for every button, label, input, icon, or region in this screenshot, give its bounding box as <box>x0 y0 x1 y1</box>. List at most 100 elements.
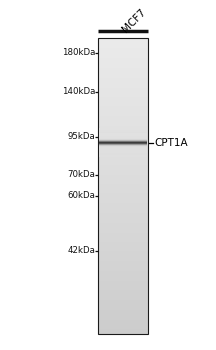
Bar <box>98 137 148 138</box>
Bar <box>98 244 148 245</box>
Bar <box>98 142 148 143</box>
Bar <box>98 220 148 221</box>
Bar <box>98 222 148 223</box>
Bar <box>98 98 148 99</box>
Bar <box>98 170 148 172</box>
Text: 95kDa: 95kDa <box>67 132 95 141</box>
Bar <box>98 105 148 106</box>
Bar <box>98 206 148 207</box>
Bar <box>98 177 148 178</box>
Bar <box>98 216 148 217</box>
Bar <box>98 268 148 269</box>
Bar <box>98 292 148 293</box>
Bar <box>98 181 148 182</box>
Bar <box>98 77 148 78</box>
Bar <box>98 221 148 222</box>
Bar <box>98 326 148 327</box>
Bar <box>98 72 148 73</box>
Bar <box>98 284 148 285</box>
Bar <box>98 310 148 311</box>
Bar <box>98 173 148 174</box>
Bar <box>98 125 148 126</box>
Bar <box>98 104 148 105</box>
Bar <box>98 59 148 60</box>
Bar <box>98 138 148 139</box>
Bar <box>98 331 148 332</box>
Bar <box>98 56 148 57</box>
Bar <box>98 175 148 176</box>
Bar <box>98 178 148 180</box>
Bar <box>98 219 148 220</box>
Bar <box>98 79 148 80</box>
Bar <box>98 108 148 110</box>
Bar <box>98 147 148 148</box>
Bar <box>98 64 148 65</box>
Bar <box>98 103 148 104</box>
Bar <box>98 180 148 181</box>
Bar <box>98 281 148 282</box>
Bar <box>98 262 148 263</box>
Bar <box>98 191 148 192</box>
Bar <box>98 270 148 271</box>
Bar <box>98 225 148 226</box>
Bar <box>98 195 148 196</box>
Bar <box>98 112 148 113</box>
Bar <box>98 246 148 247</box>
Bar <box>98 233 148 234</box>
Bar <box>98 124 148 125</box>
Bar <box>98 201 148 202</box>
Text: 180kDa: 180kDa <box>62 49 95 57</box>
Text: 42kDa: 42kDa <box>67 246 95 255</box>
Bar <box>98 113 148 114</box>
Bar <box>98 301 148 302</box>
Bar <box>98 258 148 259</box>
Text: 60kDa: 60kDa <box>67 191 95 200</box>
Bar <box>98 213 148 214</box>
Bar <box>98 328 148 329</box>
Bar <box>98 217 148 218</box>
Bar <box>98 332 148 333</box>
Bar <box>98 192 148 193</box>
Bar <box>98 66 148 67</box>
Bar <box>98 91 148 92</box>
Bar <box>98 140 148 141</box>
Bar <box>98 243 148 244</box>
Bar <box>98 55 148 56</box>
Bar <box>98 81 148 82</box>
Bar <box>98 128 148 129</box>
Bar <box>98 312 148 313</box>
Bar <box>98 187 148 188</box>
Bar <box>98 115 148 116</box>
Bar <box>98 152 148 153</box>
Bar <box>98 274 148 275</box>
Bar <box>98 333 148 334</box>
Bar <box>98 146 148 147</box>
Bar <box>98 40 148 41</box>
Bar <box>98 84 148 85</box>
Bar <box>98 289 148 290</box>
Bar <box>98 68 148 69</box>
Bar <box>98 254 148 256</box>
Bar <box>98 136 148 137</box>
Bar <box>98 127 148 128</box>
Bar <box>98 232 148 233</box>
Bar <box>98 240 148 241</box>
Bar <box>98 238 148 239</box>
Bar <box>98 224 148 225</box>
Bar <box>98 186 148 187</box>
Bar <box>98 306 148 307</box>
Bar <box>98 139 148 140</box>
Bar <box>98 80 148 81</box>
Bar <box>98 122 148 123</box>
Bar <box>98 223 148 224</box>
Bar <box>98 133 148 134</box>
Bar <box>98 155 148 156</box>
Bar <box>98 131 148 132</box>
Bar <box>98 286 148 287</box>
Bar <box>98 135 148 136</box>
Bar <box>98 302 148 303</box>
Bar <box>98 183 148 184</box>
Bar <box>98 205 148 206</box>
Bar <box>98 132 148 133</box>
Bar <box>98 197 148 198</box>
